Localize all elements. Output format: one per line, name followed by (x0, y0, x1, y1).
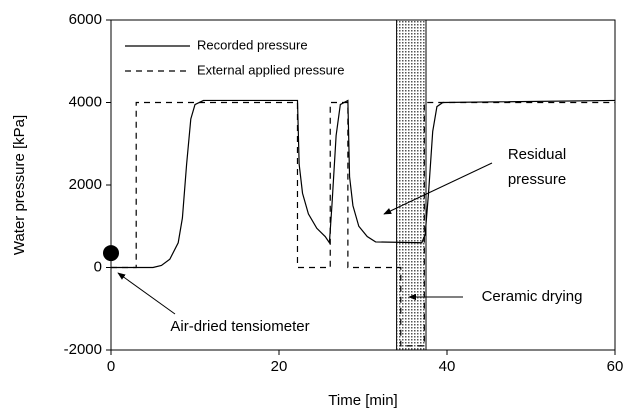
y-tick-label: 6000 (69, 11, 102, 28)
legend-label: External applied pressure (197, 62, 344, 77)
x-tick-label: 0 (107, 358, 115, 375)
y-tick-label: 4000 (69, 93, 102, 110)
y-tick-label: 2000 (69, 176, 102, 193)
y-tick-label: -2000 (64, 341, 102, 358)
y-tick-label: 0 (94, 258, 102, 275)
x-tick-label: 40 (439, 358, 456, 375)
annotation-arrow (383, 162, 493, 215)
x-tick-label: 60 (607, 358, 624, 375)
annotation: Ceramic drying (482, 288, 583, 305)
annotation: pressure (508, 171, 566, 188)
x-axis-label: Time [min] (328, 392, 397, 409)
annotation-arrow (117, 272, 176, 315)
annotation: Air-dried tensiometer (170, 318, 309, 335)
series-line (111, 101, 615, 347)
annotation: Residual (508, 146, 566, 163)
legend-label: Recorded pressure (197, 37, 308, 52)
x-tick-label: 20 (271, 358, 288, 375)
start-marker (103, 245, 119, 262)
y-axis-label: Water pressure [kPa] (11, 115, 28, 255)
